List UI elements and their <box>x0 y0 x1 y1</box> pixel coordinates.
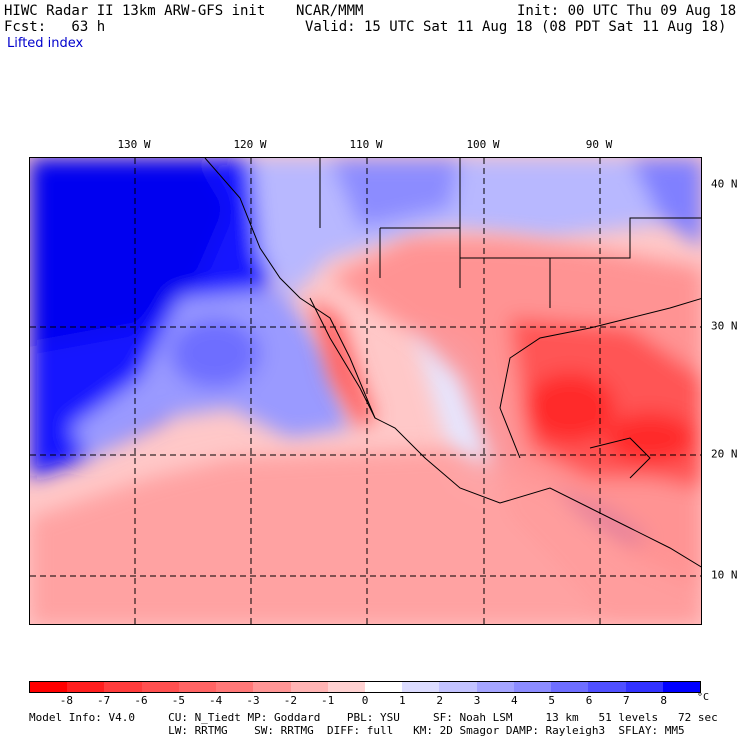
colorbar-cell <box>439 682 477 692</box>
lifted-index-map <box>29 157 702 625</box>
lat-label-20n: 20 N <box>711 447 738 461</box>
colorbar-tick-label: 1 <box>399 694 406 707</box>
colorbar-tick-label: -2 <box>283 694 297 707</box>
colorbar-tick-label: -6 <box>134 694 148 707</box>
colorbar-tick-label: -8 <box>59 694 73 707</box>
colorbar-cell <box>551 682 589 692</box>
unstable-air-region <box>30 238 701 624</box>
colorbar-tick-label: -7 <box>97 694 111 707</box>
org-label: NCAR/MMM <box>296 3 364 19</box>
model-info-line1: Model Info: V4.0 CU: N_Tiedt MP: Goddard… <box>29 711 718 724</box>
colorbar-cell <box>625 682 663 692</box>
colorbar-tick-label: 4 <box>511 694 518 707</box>
colorbar-tick-label: 0 <box>361 694 369 707</box>
colorbar-cell <box>662 682 700 692</box>
coastlines <box>204 158 701 568</box>
map-canvas <box>30 158 701 624</box>
lat-label-10n: 10 N <box>711 568 738 582</box>
colorbar-tick-label: 3 <box>473 694 481 707</box>
model-title: HIWC Radar II 13km ARW-GFS init <box>4 3 266 19</box>
colorbar-cell <box>513 682 552 692</box>
graticule <box>30 158 701 624</box>
lon-label-100w: 100 W <box>466 138 500 151</box>
field-name: Lifted index <box>7 36 84 51</box>
colorbar-cell <box>402 682 440 692</box>
lat-label-40n: 40 N <box>711 177 738 191</box>
valid-time: Valid: 15 UTC Sat 11 Aug 18 (08 PDT Sat … <box>305 19 727 35</box>
colorbar-cell <box>216 682 254 692</box>
lon-label-90w: 90 W <box>585 138 613 151</box>
lat-label-30n: 30 N <box>711 319 738 333</box>
colorbar-cell <box>30 682 68 692</box>
colorbar-tick-label: -4 <box>209 694 223 707</box>
lon-label-130w: 130 W <box>117 138 151 151</box>
colorbar-cell <box>104 682 142 692</box>
colorbar-tick-label: -5 <box>171 694 185 707</box>
colorbar-cell <box>327 682 365 692</box>
colorbar-cell <box>67 682 105 692</box>
colorbar-tick-label: 5 <box>548 694 555 707</box>
colorbar-cell <box>290 682 328 692</box>
colorbar-cell <box>253 682 291 692</box>
colorbar-tick-label: 7 <box>623 694 630 707</box>
colorbar-tick-label: 8 <box>660 694 667 707</box>
forecast-hour: Fcst: 63 h <box>4 19 106 35</box>
colorbar-cell <box>141 682 179 692</box>
colorbar-tick-label: -3 <box>246 694 260 707</box>
colorbar-cell <box>364 682 403 692</box>
colorbar-unit: °C <box>697 692 710 703</box>
colorbar-tick-label: 2 <box>436 694 443 707</box>
colorbar-cell <box>178 682 217 692</box>
lon-label-110w: 110 W <box>349 138 383 151</box>
model-info-line2: LW: RRTMG SW: RRTMG DIFF: full KM: 2D Sm… <box>29 724 685 737</box>
init-time: Init: 00 UTC Thu 09 Aug 18 <box>517 3 737 19</box>
lon-label-120w: 120 W <box>233 138 267 151</box>
colorbar-cell <box>476 682 514 692</box>
colorbar-tick-label: 6 <box>585 694 593 707</box>
colorbar <box>29 681 701 693</box>
colorbar-cell <box>588 682 626 692</box>
colorbar-tick-label: -1 <box>321 694 335 707</box>
